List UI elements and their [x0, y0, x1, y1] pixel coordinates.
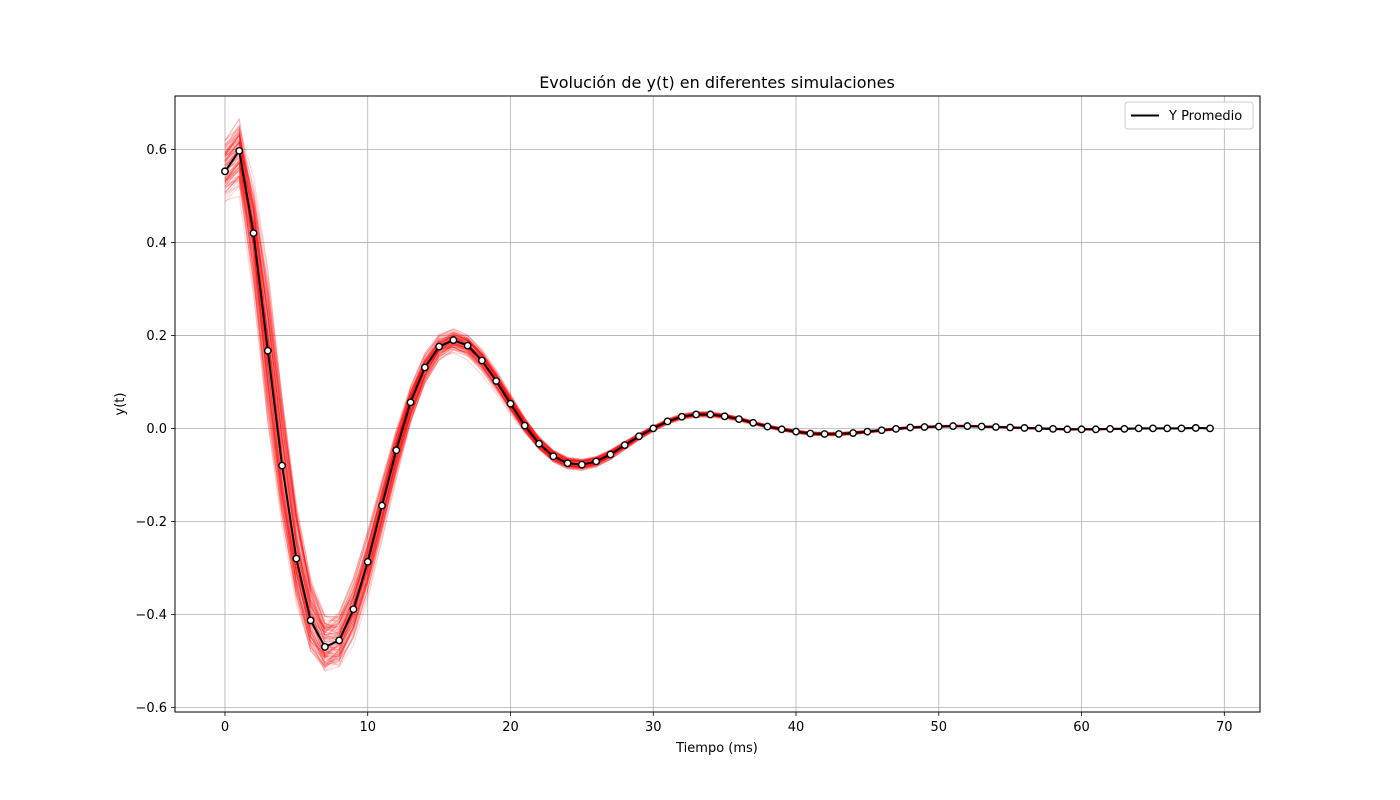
mean-point — [1149, 424, 1157, 433]
mean-point — [649, 424, 658, 433]
mean-point — [406, 398, 415, 407]
chart-title: Evolución de y(t) en diferentes simulaci… — [539, 73, 895, 92]
y-axis-label: y(t) — [113, 393, 128, 416]
x-ticks: 0 10 20 30 40 50 60 70 — [221, 712, 1233, 735]
mean-point — [777, 425, 786, 434]
mean-point — [735, 415, 743, 424]
mean-point — [1034, 424, 1043, 433]
mean-point — [520, 421, 529, 430]
mean-point — [934, 422, 943, 431]
mean-point — [549, 452, 558, 461]
mean-point — [420, 363, 429, 372]
mean-point — [592, 457, 601, 466]
mean-point — [278, 461, 286, 470]
mean-point — [692, 410, 700, 419]
mean-point — [806, 429, 815, 438]
x-tick-label: 40 — [788, 720, 805, 735]
mean-point — [577, 460, 586, 469]
mean-point — [606, 450, 615, 459]
mean-point — [1020, 424, 1029, 432]
mean-point — [620, 441, 629, 450]
x-tick-label: 30 — [645, 720, 662, 735]
legend: Y Promedio — [1124, 101, 1254, 130]
mean-point — [221, 167, 229, 176]
mean-point — [1120, 424, 1129, 433]
mean-point — [1063, 425, 1072, 434]
mean-point — [1134, 424, 1143, 433]
y-tick-label: −0.4 — [135, 608, 167, 623]
mean-point — [349, 605, 358, 614]
mean-point — [792, 427, 800, 436]
mean-point — [1091, 425, 1100, 434]
mean-point — [1049, 424, 1057, 433]
y-tick-label: 0.0 — [146, 422, 167, 437]
mean-point — [706, 410, 715, 419]
x-tick-label: 20 — [502, 720, 519, 735]
grid — [175, 96, 1260, 712]
legend-label-mean: Y Promedio — [1168, 109, 1242, 124]
mean-point — [435, 342, 444, 351]
mean-point — [306, 616, 315, 625]
mean-point — [949, 422, 957, 430]
mean-point — [977, 422, 986, 431]
y-tick-label: −0.6 — [135, 701, 167, 716]
mean-point — [920, 423, 929, 431]
mean-point — [363, 557, 372, 566]
mean-point — [463, 341, 472, 350]
mean-point — [677, 412, 686, 421]
x-tick-label: 10 — [359, 720, 376, 735]
mean-point — [1006, 423, 1015, 432]
mean-point — [378, 501, 386, 510]
mean-point — [492, 377, 501, 385]
mean-point — [449, 336, 458, 344]
x-axis-label: Tiempo (ms) — [675, 741, 758, 756]
mean-point — [635, 432, 643, 441]
mean-point — [834, 430, 843, 438]
mean-point — [863, 427, 872, 436]
mean-point — [321, 643, 329, 651]
mean-point — [249, 229, 258, 238]
mean-point — [906, 423, 915, 432]
mean-point — [720, 412, 729, 421]
x-tick-label: 60 — [1073, 720, 1090, 735]
x-tick-label: 70 — [1216, 720, 1233, 735]
mean-point — [292, 554, 301, 563]
mean-point — [563, 459, 572, 468]
mean-point — [1077, 425, 1086, 434]
y-tick-label: 0.2 — [146, 329, 167, 344]
mean-point — [963, 422, 972, 430]
x-tick-label: 0 — [221, 720, 229, 735]
mean-point — [1191, 424, 1200, 432]
y-tick-label: −0.2 — [135, 515, 167, 530]
mean-point — [1163, 424, 1172, 433]
mean-point — [263, 346, 272, 355]
mean-point — [877, 426, 886, 435]
mean-point — [892, 424, 900, 433]
plot-frame — [174, 95, 1261, 713]
y-tick-label: 0.6 — [146, 143, 167, 158]
y-tick-label: 0.4 — [146, 236, 167, 251]
mean-point — [1206, 424, 1214, 433]
mean-line — [224, 148, 1211, 649]
mean-series — [221, 146, 1214, 651]
mean-point — [991, 423, 1000, 431]
mean-point — [849, 429, 858, 437]
mean-point — [663, 417, 672, 426]
mean-point — [335, 636, 344, 645]
mean-point — [1106, 424, 1114, 433]
legend-box — [1124, 101, 1254, 130]
mean-point — [763, 422, 772, 431]
mean-point — [535, 439, 543, 448]
mean-point — [235, 146, 244, 155]
mean-point — [478, 356, 486, 365]
mean-point — [506, 399, 515, 408]
x-tick-label: 50 — [931, 720, 948, 735]
mean-point — [392, 446, 401, 455]
mean-point — [749, 418, 758, 427]
mean-point — [1177, 424, 1186, 433]
mean-point — [820, 430, 829, 438]
y-ticks: −0.6 −0.4 −0.2 0.0 0.2 0.4 0.6 — [135, 143, 175, 716]
